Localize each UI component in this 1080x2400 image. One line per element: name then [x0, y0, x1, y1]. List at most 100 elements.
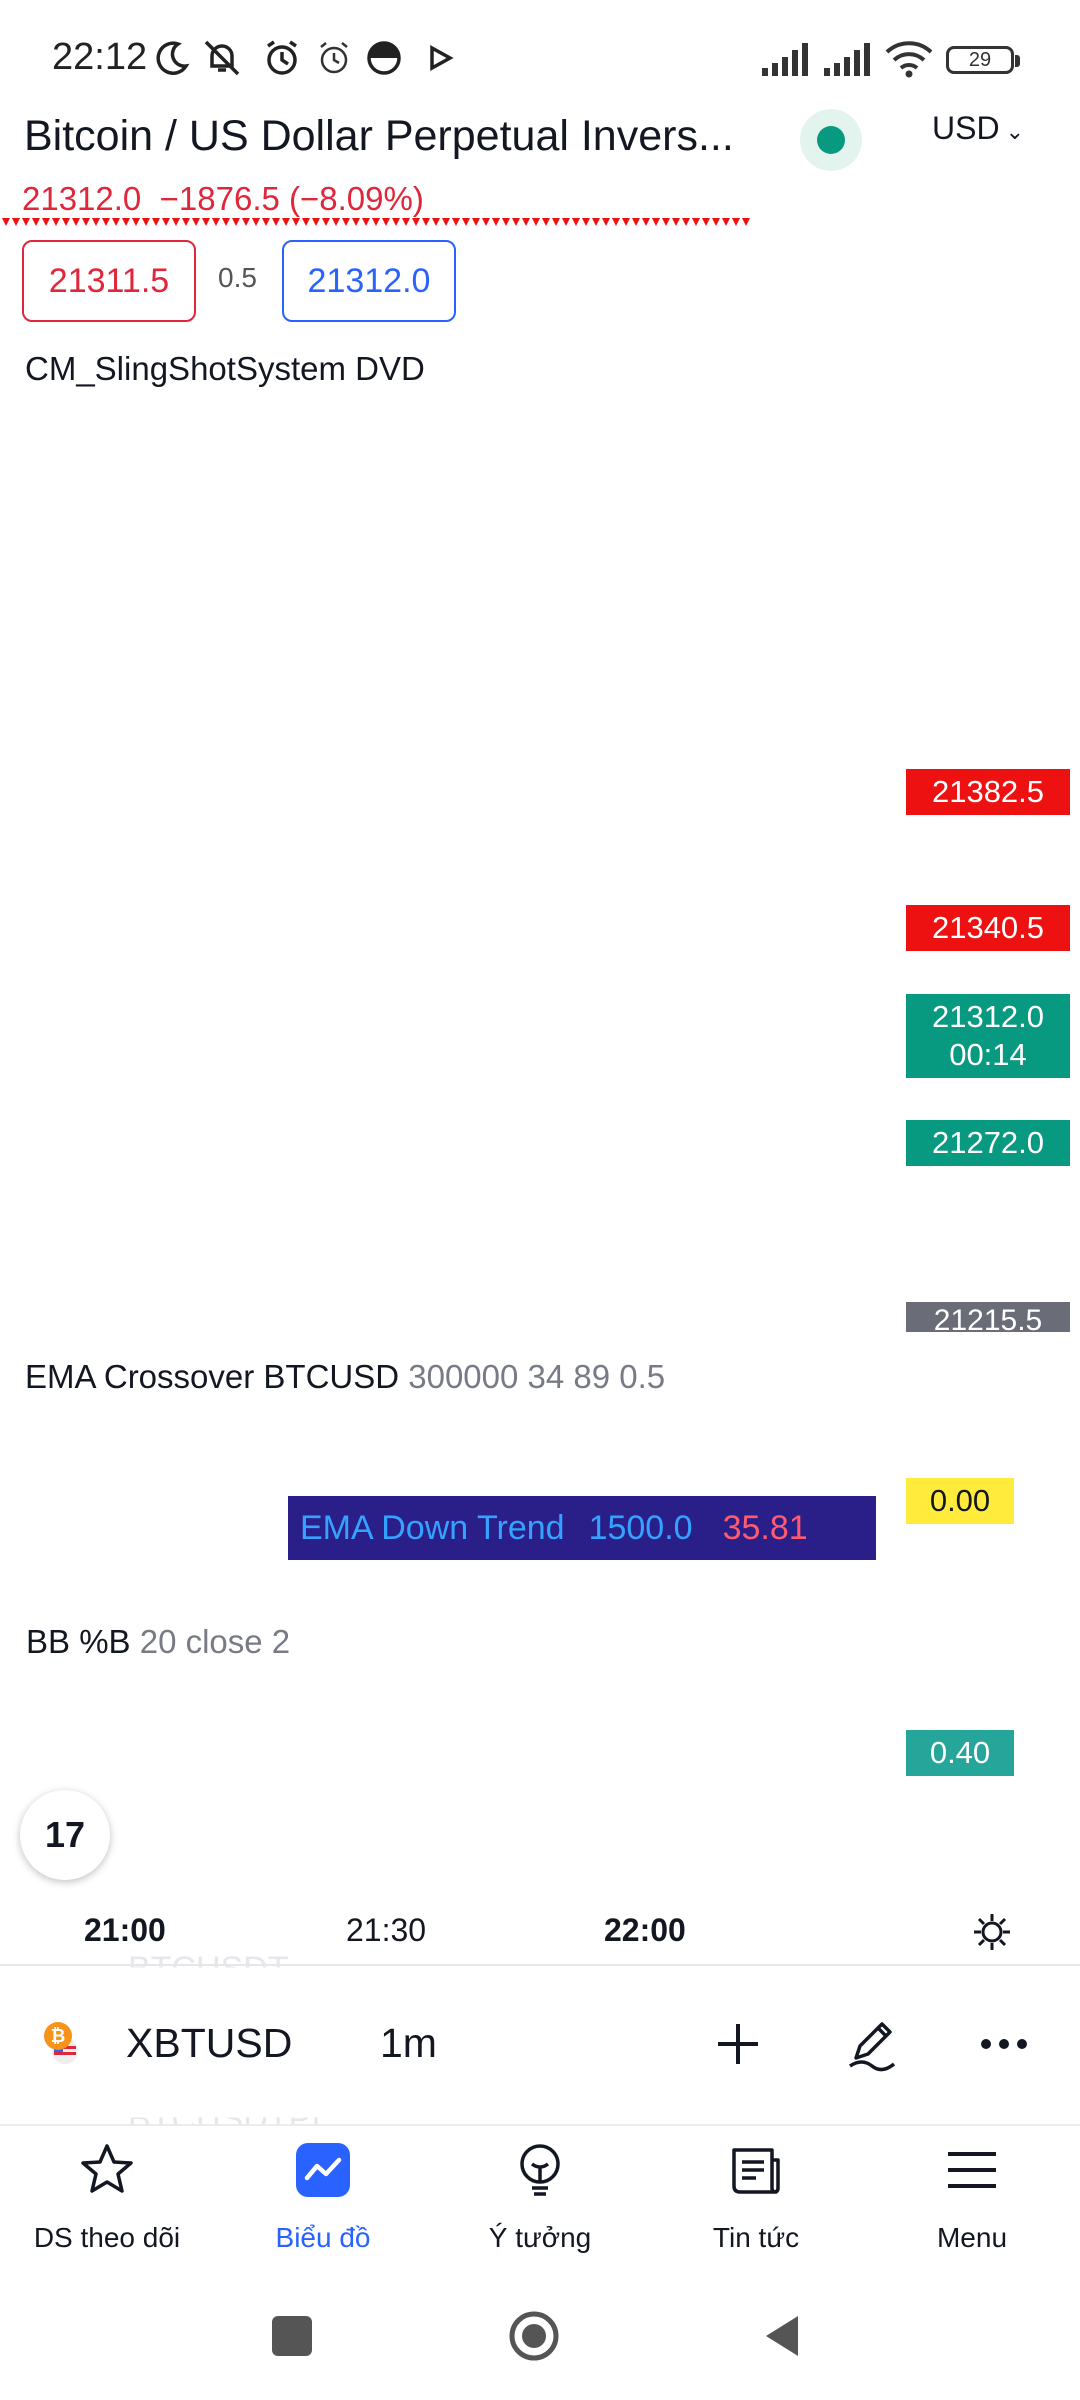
- bb-params: 20 close 2: [139, 1623, 291, 1660]
- price-marker: [132, 218, 140, 226]
- candle-body: [591, 817, 595, 835]
- candle-body: [60, 658, 64, 678]
- nav-menu[interactable]: Menu: [872, 2140, 1072, 2260]
- chart-settings-icon[interactable]: [970, 1910, 1014, 1954]
- price-marker: [682, 218, 690, 226]
- price-marker: [712, 218, 720, 226]
- indicator-legend-slingshot[interactable]: CM_SlingShotSystem DVD: [25, 350, 425, 387]
- alarm-icon: [267, 40, 297, 75]
- spread-value: 0.5: [218, 262, 257, 293]
- price-marker: [542, 218, 550, 226]
- price-marker: [112, 218, 120, 226]
- price-marker: [692, 218, 700, 226]
- price-marker: [92, 218, 100, 226]
- candle-body: [618, 879, 622, 894]
- candle-body: [609, 859, 613, 873]
- nav-news[interactable]: Tin tức: [656, 2140, 856, 2260]
- candle-body: [150, 688, 154, 726]
- nav-watchlist[interactable]: DS theo dõi: [7, 2140, 207, 2260]
- candle-body: [159, 706, 163, 727]
- price-marker: [552, 218, 560, 226]
- candle-body: [240, 783, 244, 814]
- ema-title: EMA Crossover BTCUSD: [25, 1358, 400, 1395]
- price-marker: [282, 218, 290, 226]
- price-marker: [612, 218, 620, 226]
- candle-body: [33, 637, 37, 676]
- play-icon: [430, 45, 454, 71]
- back-icon[interactable]: [756, 2310, 808, 2362]
- bb-value-tag: 0.40: [906, 1730, 1014, 1776]
- price-marker: [702, 218, 710, 226]
- nav-ideas[interactable]: Ý tưởng: [440, 2140, 640, 2260]
- market-open-dot: [817, 126, 845, 154]
- price-change-line: 21312.0 −1876.5 (−8.09%): [22, 180, 424, 218]
- price-axis-label: 21440.0: [932, 593, 1044, 628]
- ema-params: 300000 34 89 0.5: [408, 1358, 666, 1395]
- indicator-legend-bb[interactable]: BB %B 20 close 2: [14, 1617, 303, 1667]
- price-marker: [62, 218, 70, 226]
- price-marker: [512, 218, 520, 226]
- bb-title: BB %B: [26, 1623, 131, 1660]
- price-marker: [622, 218, 630, 226]
- price-marker: [442, 218, 450, 226]
- price-marker: [352, 218, 360, 226]
- low-price-tag: 21272.0: [906, 1120, 1070, 1166]
- candle-body: [123, 682, 127, 707]
- ema-trend-box: EMA Down Trend 1500.0 35.81: [288, 1496, 876, 1560]
- more-icon[interactable]: [974, 2014, 1034, 2074]
- price-marker: [532, 218, 540, 226]
- price-axis-label: 21560.0: [932, 212, 1044, 247]
- price-axis-label: 21360.0: [932, 847, 1044, 882]
- tradingview-logo[interactable]: 17: [20, 1790, 110, 1880]
- candle-body: [339, 683, 343, 698]
- indicator-legend-ema[interactable]: EMA Crossover BTCUSD 300000 34 89 0.5: [25, 1358, 665, 1396]
- candle-body: [42, 646, 46, 675]
- trend-value-1: 1500.0: [588, 1509, 693, 1547]
- price-marker: [432, 218, 440, 226]
- candle-body: [141, 692, 145, 713]
- price-marker: [522, 218, 530, 226]
- candle-body: [690, 1012, 694, 1027]
- price-marker: [462, 218, 470, 226]
- interval-selector[interactable]: 1m: [380, 2020, 437, 2066]
- price-axis[interactable]: 21560.0 21520.0 21480.0 21440.0 21400.0 21360…: [932, 212, 1044, 1263]
- last-price-value: 21312.0: [931, 999, 1045, 1034]
- candle-body: [564, 751, 568, 781]
- price-marker: [362, 218, 370, 226]
- candle-body: [276, 743, 280, 775]
- price-marker: [122, 218, 130, 226]
- candle-body: [636, 915, 640, 938]
- drawing-pen-icon[interactable]: [842, 2014, 902, 2074]
- nav-chart[interactable]: Biểu đồ: [223, 2140, 423, 2260]
- plus-icon[interactable]: [708, 2014, 768, 2074]
- buy-price-button[interactable]: 21312.0: [282, 240, 456, 322]
- price-marker: [422, 218, 430, 226]
- price-marker: [102, 218, 110, 226]
- wifi-icon: [885, 41, 933, 78]
- home-icon[interactable]: [508, 2310, 560, 2362]
- symbol-title[interactable]: Bitcoin / US Dollar Perpetual Invers...: [24, 112, 734, 160]
- ghost-symbol: BTCUSDT: [128, 1950, 289, 1968]
- ema-lower-price-tag: 21340.5: [906, 905, 1070, 951]
- price-marker: [302, 218, 310, 226]
- candle-body: [555, 741, 559, 767]
- currency-selector[interactable]: USD ⌄: [932, 110, 1024, 147]
- price-marker: [392, 218, 400, 226]
- candle-body: [726, 1049, 730, 1090]
- candle-body: [573, 768, 577, 804]
- candle-body: [483, 769, 487, 796]
- sell-price-button[interactable]: 21311.5: [22, 240, 196, 322]
- signal-2-icon: [824, 43, 870, 76]
- price-marker: [372, 218, 380, 226]
- ema-axis-label: 20.00: [932, 1380, 1010, 1415]
- candle-body: [375, 638, 379, 663]
- symbol-code[interactable]: XBTUSD: [126, 2020, 293, 2066]
- price-marker: [662, 218, 670, 226]
- star-icon: [81, 2144, 133, 2193]
- price-marker: [262, 218, 270, 226]
- candle-body: [393, 624, 397, 638]
- ema-band-fill: [0, 478, 755, 927]
- recent-apps-icon[interactable]: [266, 2310, 318, 2362]
- candle-body: [708, 1031, 712, 1058]
- candle-body: [447, 702, 451, 744]
